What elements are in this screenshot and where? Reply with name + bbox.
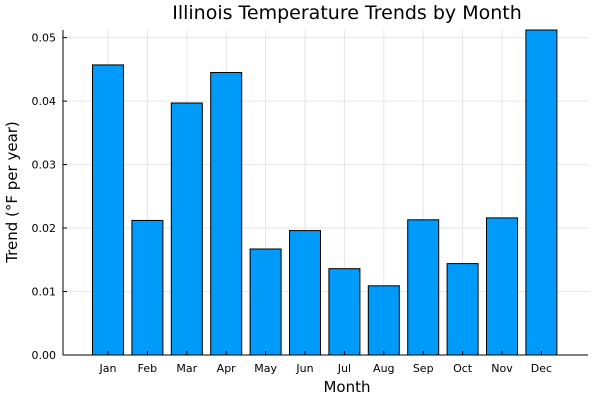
bar-jul	[328, 268, 361, 356]
bar-may	[249, 248, 282, 356]
x-tick-label: Sep	[413, 362, 434, 375]
x-axis-title: Month	[323, 378, 370, 396]
bar-jan	[92, 64, 124, 356]
x-tick-label: Aug	[373, 362, 394, 375]
x-tick-label: Oct	[453, 362, 473, 375]
x-tick-label: Mar	[176, 362, 197, 375]
y-tick-label: 0.01	[32, 286, 57, 299]
x-tick-label: Jul	[337, 362, 351, 375]
y-axis-title: Trend (°F per year)	[3, 121, 21, 264]
bar-jun	[289, 230, 321, 356]
axes	[62, 30, 588, 356]
y-tick-label: 0.02	[32, 222, 57, 235]
bar-aug	[367, 285, 400, 356]
bar-nov	[486, 217, 518, 356]
x-tick-label: Jan	[99, 362, 117, 375]
x-tick-label: Apr	[217, 362, 237, 375]
bar-dec	[525, 29, 558, 356]
bar-mar	[170, 102, 203, 356]
x-tick-label: Feb	[138, 362, 157, 375]
y-tick-label: 0.04	[32, 95, 57, 108]
chart-title: Illinois Temperature Trends by Month	[172, 2, 522, 24]
y-tick-label: 0.05	[32, 32, 57, 45]
x-tick-label: Nov	[491, 362, 513, 375]
x-tick-label: May	[254, 362, 277, 375]
ticks: 0.00 0.01 0.02 0.03 0.04 0.05 Jan Feb Mar Apr May J…	[32, 32, 553, 375]
bar-feb	[131, 219, 164, 356]
x-tick-label: Jun	[295, 362, 313, 375]
bar-oct	[446, 263, 479, 356]
bars	[92, 29, 558, 356]
y-tick-label: 0.00	[32, 349, 57, 362]
x-tick-label: Dec	[531, 362, 552, 375]
bar-sep	[407, 219, 440, 356]
y-tick-label: 0.03	[32, 159, 57, 172]
bar-apr	[210, 72, 243, 356]
